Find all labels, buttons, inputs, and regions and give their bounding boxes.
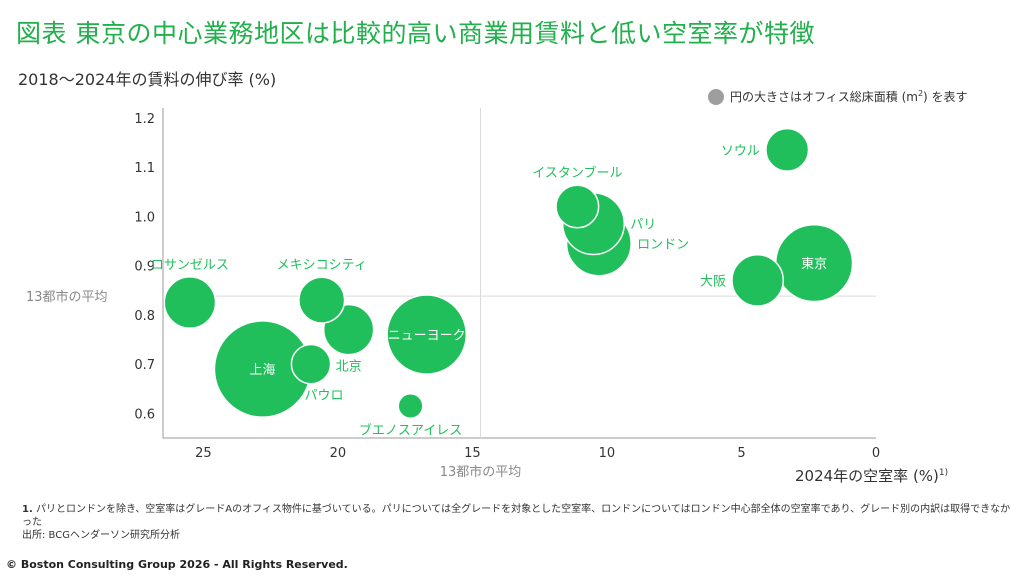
bubble-label: ロンドン (637, 237, 689, 252)
x-tick-label: 5 (737, 446, 745, 461)
source-text: 出所: BCGヘンダーソン研究所分析 (22, 530, 180, 542)
x-tick-label: 0 (872, 446, 880, 461)
bubble-point (290, 343, 332, 385)
size-legend: 円の大きさはオフィス総床面積 (m2) を表す (708, 88, 968, 105)
y-tick-label: 0.9 (134, 260, 155, 275)
copyright: © Boston Consulting Group 2026 - All Rig… (6, 558, 348, 571)
y-axis-label: 2018〜2024年の賃料の伸び率 (%) (18, 70, 277, 89)
y-tick-label: 1.0 (134, 210, 155, 225)
avg-x-label: 13都市の平均 (440, 464, 522, 480)
bubble-point (397, 392, 424, 420)
legend-circle-icon (708, 88, 724, 105)
bubble-label: ニューヨーク (388, 329, 466, 344)
bubble-label: サンパウロ (278, 389, 343, 404)
bubble-point (555, 184, 600, 229)
bubble-label: 上海 (250, 363, 276, 378)
avg-y-label: 13都市の平均 (26, 289, 108, 305)
bubble-point (731, 254, 784, 307)
footnote: 1. パリとロンドンを除き、空室率はグレードAのオフィス物件に基づいている。パリ… (22, 504, 1011, 542)
bubble-label: 東京 (801, 256, 827, 272)
bubble-label: 大阪 (700, 274, 726, 289)
legend-text: 円の大きさはオフィス総床面積 (m2) を表す (730, 89, 968, 104)
bubble-label: パリ (630, 218, 656, 233)
bubble-point (163, 276, 217, 329)
bubble-point (386, 294, 468, 375)
bubble-label: 北京 (336, 360, 362, 375)
bubble-label: イスタンブール (532, 165, 622, 181)
page-title: 図表 東京の中心業務地区は比較的高い商業用賃料と低い空室率が特徴 (16, 19, 815, 48)
x-axis-label: 2024年の空室率 (%)1) (795, 467, 949, 485)
y-tick-label: 1.2 (134, 112, 155, 127)
x-tick-label: 10 (599, 446, 616, 461)
bubble-label: メキシコシティ (277, 258, 367, 273)
bubble-chart: 13都市の平均 13都市の平均 0.6 0.7 0.8 0.9 1.0 1.1 1.2 25 20 1… (26, 108, 880, 480)
bubble-label: ロサンゼルス (151, 258, 229, 273)
x-tick-label: 15 (464, 446, 481, 461)
y-tick-label: 0.6 (134, 407, 155, 422)
bubble-label: ソウル (721, 144, 760, 159)
y-tick-label: 1.1 (134, 161, 155, 176)
y-tick-label: 0.7 (134, 358, 155, 373)
x-tick-label: 25 (195, 446, 212, 461)
bubble-label: ブエノスアイレス (359, 422, 462, 438)
x-tick-label: 20 (330, 446, 347, 461)
bubble-point (298, 276, 346, 324)
bubble-point (765, 127, 810, 172)
y-tick-label: 0.8 (134, 309, 155, 324)
